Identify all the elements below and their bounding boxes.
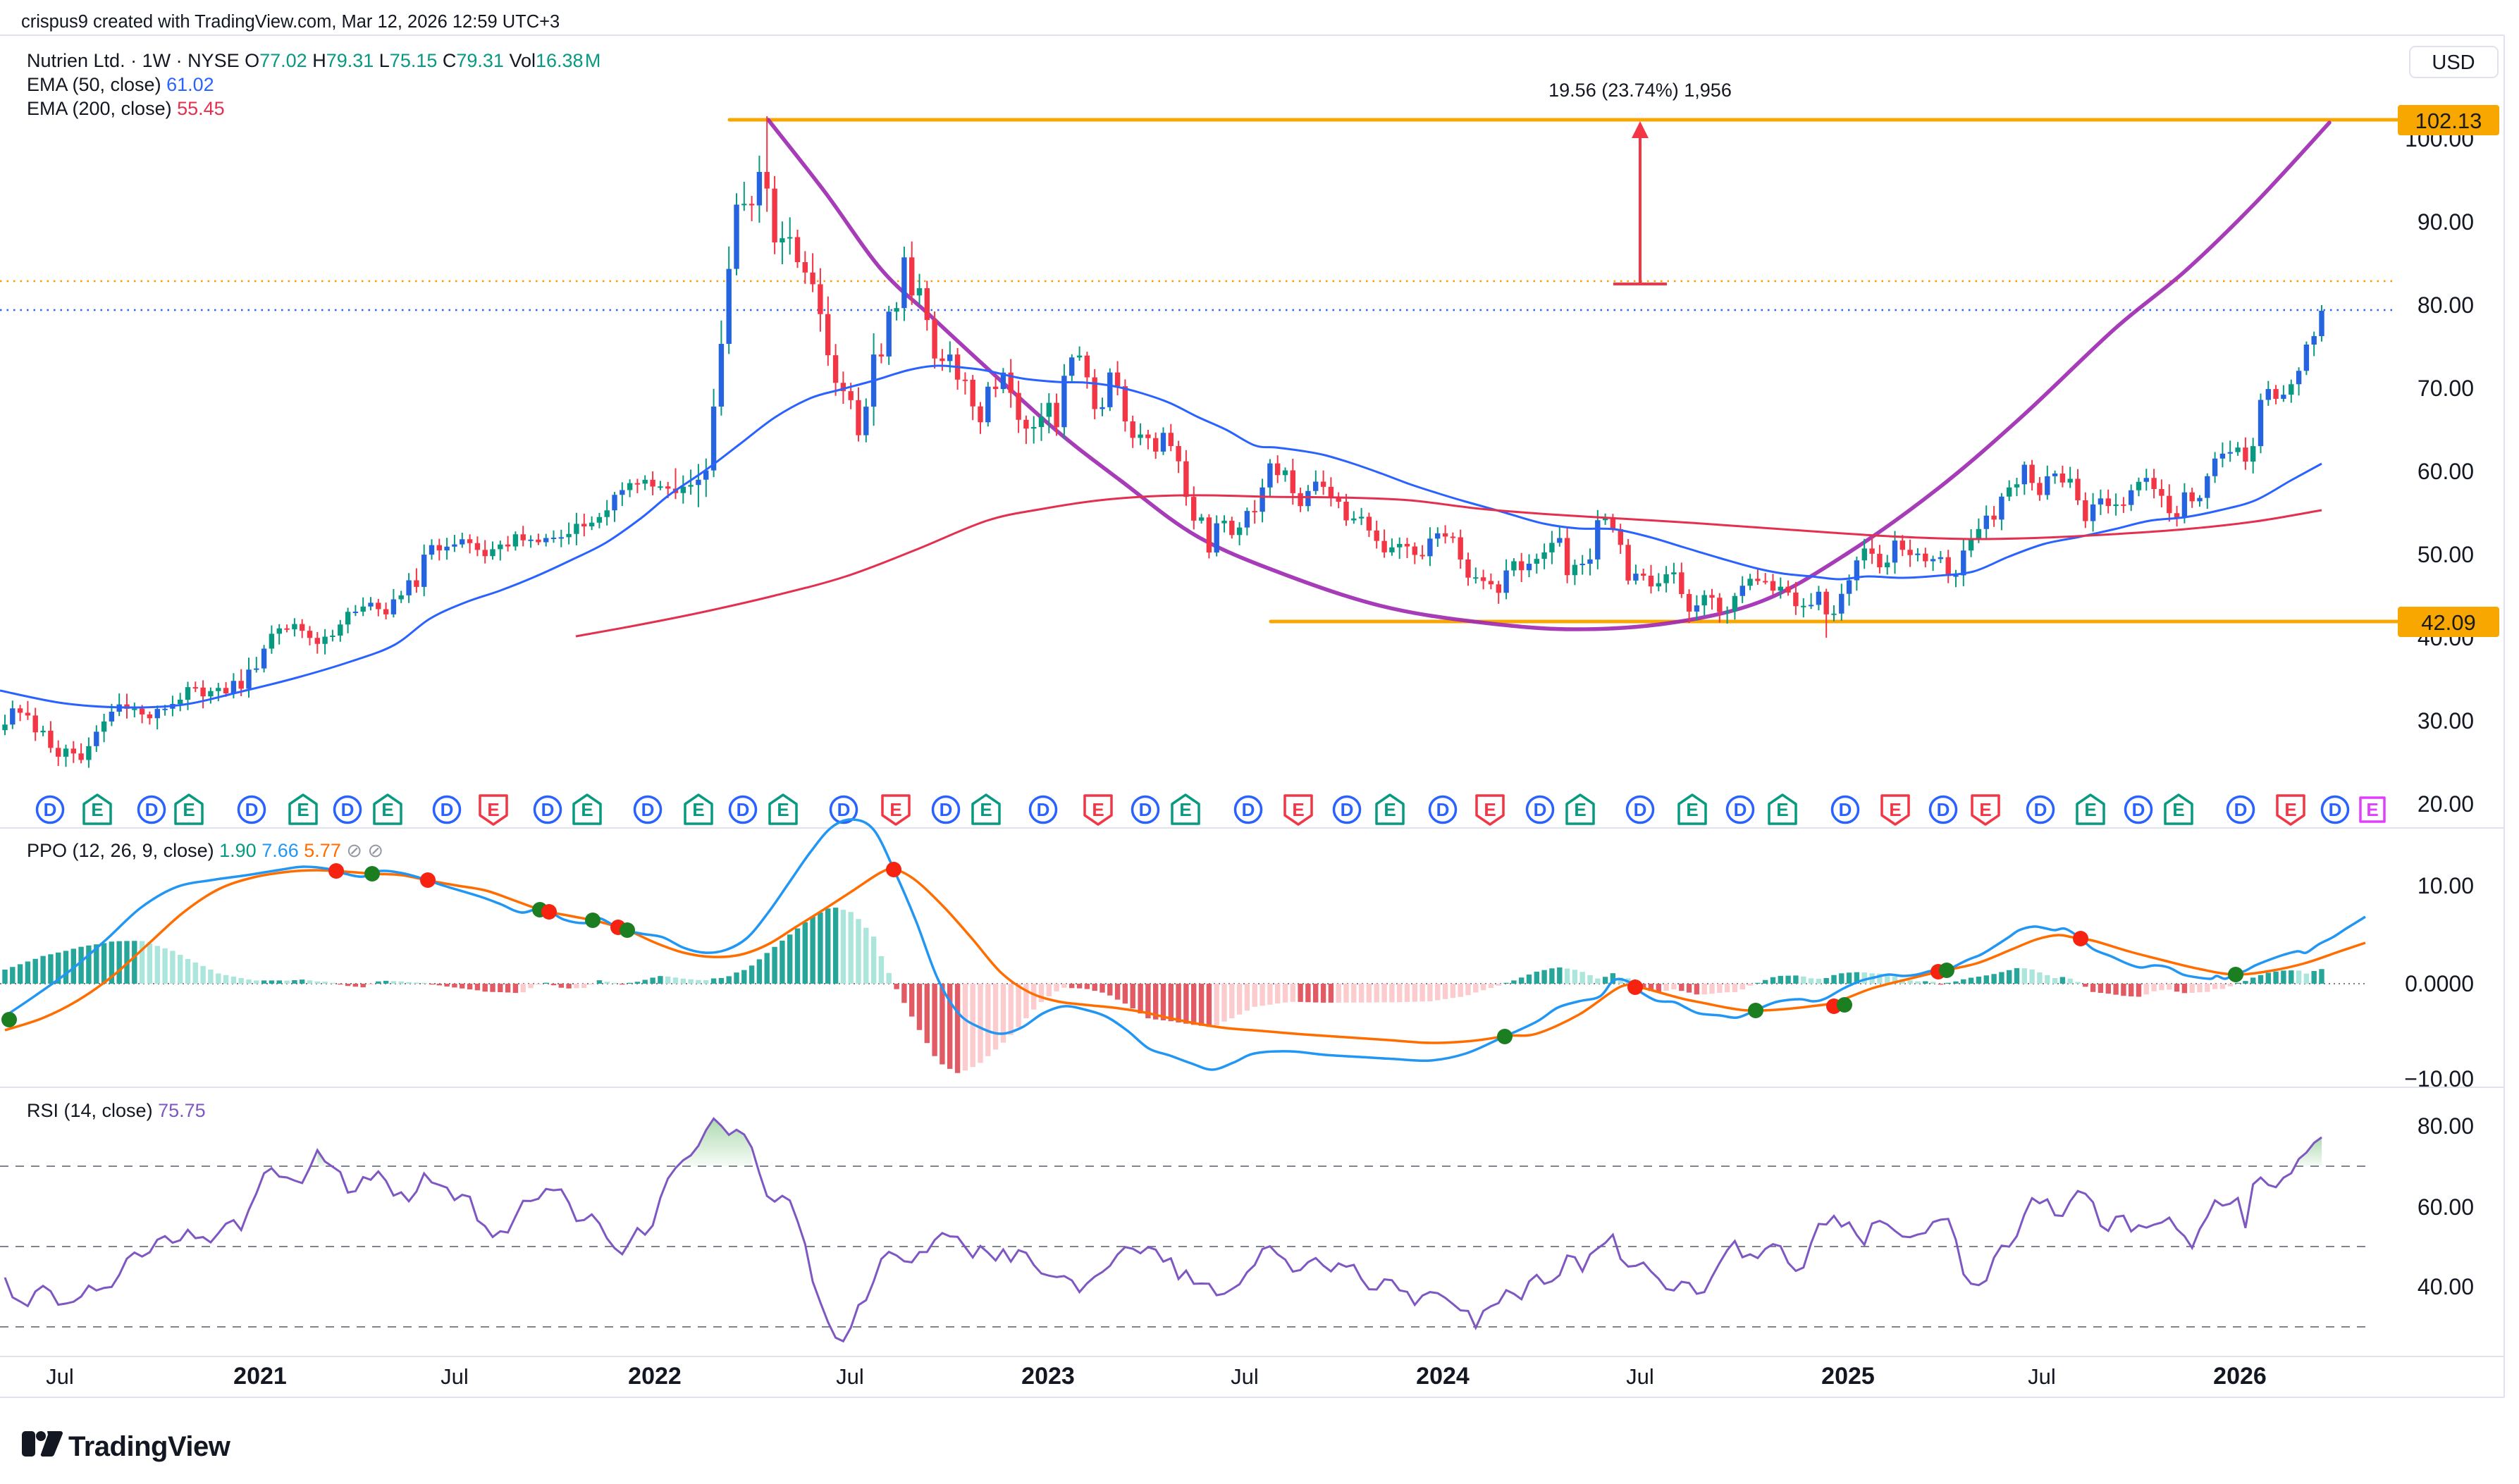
svg-text:E: E (1776, 799, 1788, 820)
svg-text:D: D (1037, 799, 1050, 820)
svg-text:E: E (980, 799, 992, 820)
svg-text:E: E (692, 799, 704, 820)
svg-text:D: D (1734, 799, 1747, 820)
svg-text:D: D (1242, 799, 1255, 820)
svg-text:EMA (200, close) 55.45: EMA (200, close) 55.45 (27, 98, 225, 119)
svg-text:20.00: 20.00 (2418, 791, 2474, 817)
svg-text:D: D (2234, 799, 2248, 820)
svg-text:E: E (889, 799, 901, 820)
svg-text:2023: 2023 (1021, 1363, 1075, 1390)
svg-text:60.00: 60.00 (2418, 1194, 2474, 1220)
svg-text:D: D (837, 799, 851, 820)
svg-text:−10.00: −10.00 (2404, 1066, 2474, 1092)
svg-text:E: E (2172, 799, 2184, 820)
svg-text:90.00: 90.00 (2418, 209, 2474, 235)
svg-text:D: D (1534, 799, 1547, 820)
svg-text:Jul: Jul (1231, 1364, 1259, 1389)
svg-text:10.00: 10.00 (2418, 873, 2474, 898)
svg-text:D: D (2329, 799, 2342, 820)
svg-text:TradingView: TradingView (68, 1431, 231, 1462)
svg-text:80.00: 80.00 (2418, 1113, 2474, 1139)
svg-text:E: E (2366, 799, 2378, 820)
svg-text:RSI (14, close) 75.75: RSI (14, close) 75.75 (27, 1100, 206, 1121)
svg-text:E: E (487, 799, 499, 820)
svg-text:Jul: Jul (1626, 1364, 1654, 1389)
svg-text:D: D (1634, 799, 1647, 820)
svg-text:E: E (1292, 799, 1304, 820)
svg-text:E: E (1092, 799, 1104, 820)
svg-text:2026: 2026 (2213, 1363, 2267, 1390)
svg-text:D: D (441, 799, 454, 820)
svg-text:D: D (1839, 799, 1852, 820)
svg-text:2022: 2022 (628, 1363, 682, 1390)
svg-text:E: E (2084, 799, 2096, 820)
svg-text:E: E (297, 799, 309, 820)
svg-text:D: D (44, 799, 57, 820)
svg-text:30.00: 30.00 (2418, 708, 2474, 734)
svg-text:60.00: 60.00 (2418, 459, 2474, 484)
svg-text:D: D (737, 799, 750, 820)
svg-text:Jul: Jul (46, 1364, 74, 1389)
svg-text:D: D (541, 799, 555, 820)
svg-text:USD: USD (2432, 51, 2475, 74)
svg-text:D: D (1937, 799, 1950, 820)
svg-text:19.56 (23.74%) 1,956: 19.56 (23.74%) 1,956 (1548, 80, 1732, 101)
svg-text:Jul: Jul (2028, 1364, 2056, 1389)
svg-text:E: E (1484, 799, 1496, 820)
svg-text:70.00: 70.00 (2418, 376, 2474, 401)
svg-text:Jul: Jul (836, 1364, 864, 1389)
svg-text:E: E (1384, 799, 1396, 820)
svg-text:EMA (50, close) 61.02: EMA (50, close) 61.02 (27, 74, 214, 95)
svg-text:D: D (245, 799, 259, 820)
svg-text:E: E (2284, 799, 2296, 820)
svg-text:D: D (2034, 799, 2047, 820)
svg-text:0.0000: 0.0000 (2405, 971, 2474, 996)
svg-text:D: D (341, 799, 355, 820)
svg-text:40.00: 40.00 (2418, 1274, 2474, 1299)
svg-text:102.13: 102.13 (2415, 109, 2482, 133)
svg-text:2024: 2024 (1416, 1363, 1470, 1390)
svg-text:80.00: 80.00 (2418, 292, 2474, 318)
svg-text:D: D (145, 799, 159, 820)
svg-text:D: D (2132, 799, 2145, 820)
svg-text:Nutrien Ltd. · 1W · NYSE O77.: Nutrien Ltd. · 1W · NYSE O77.02 H79.31 L… (27, 50, 601, 71)
svg-text:D: D (940, 799, 953, 820)
svg-text:E: E (183, 799, 195, 820)
svg-text:E: E (381, 799, 393, 820)
svg-text:D: D (1341, 799, 1354, 820)
svg-text:E: E (1979, 799, 1991, 820)
svg-text:42.09: 42.09 (2421, 610, 2476, 635)
svg-text:D: D (641, 799, 655, 820)
svg-text:D: D (1139, 799, 1152, 820)
svg-text:2025: 2025 (1821, 1363, 1875, 1390)
svg-text:E: E (1574, 799, 1586, 820)
svg-text:E: E (777, 799, 789, 820)
svg-text:Jul: Jul (441, 1364, 469, 1389)
svg-text:E: E (1889, 799, 1901, 820)
svg-text:D: D (1436, 799, 1450, 820)
svg-text:E: E (91, 799, 103, 820)
svg-text:2021: 2021 (233, 1363, 287, 1390)
svg-text:E: E (581, 799, 593, 820)
svg-text:PPO (12, 26, 9, close) 1.90 7.: PPO (12, 26, 9, close) 1.90 7.66 5.77 ⊘ … (27, 840, 383, 861)
svg-text:50.00: 50.00 (2418, 542, 2474, 567)
svg-text:E: E (1179, 799, 1191, 820)
svg-text:E: E (1686, 799, 1698, 820)
svg-text:crispus9 created with TradingV: crispus9 created with TradingView.com, M… (21, 12, 560, 32)
